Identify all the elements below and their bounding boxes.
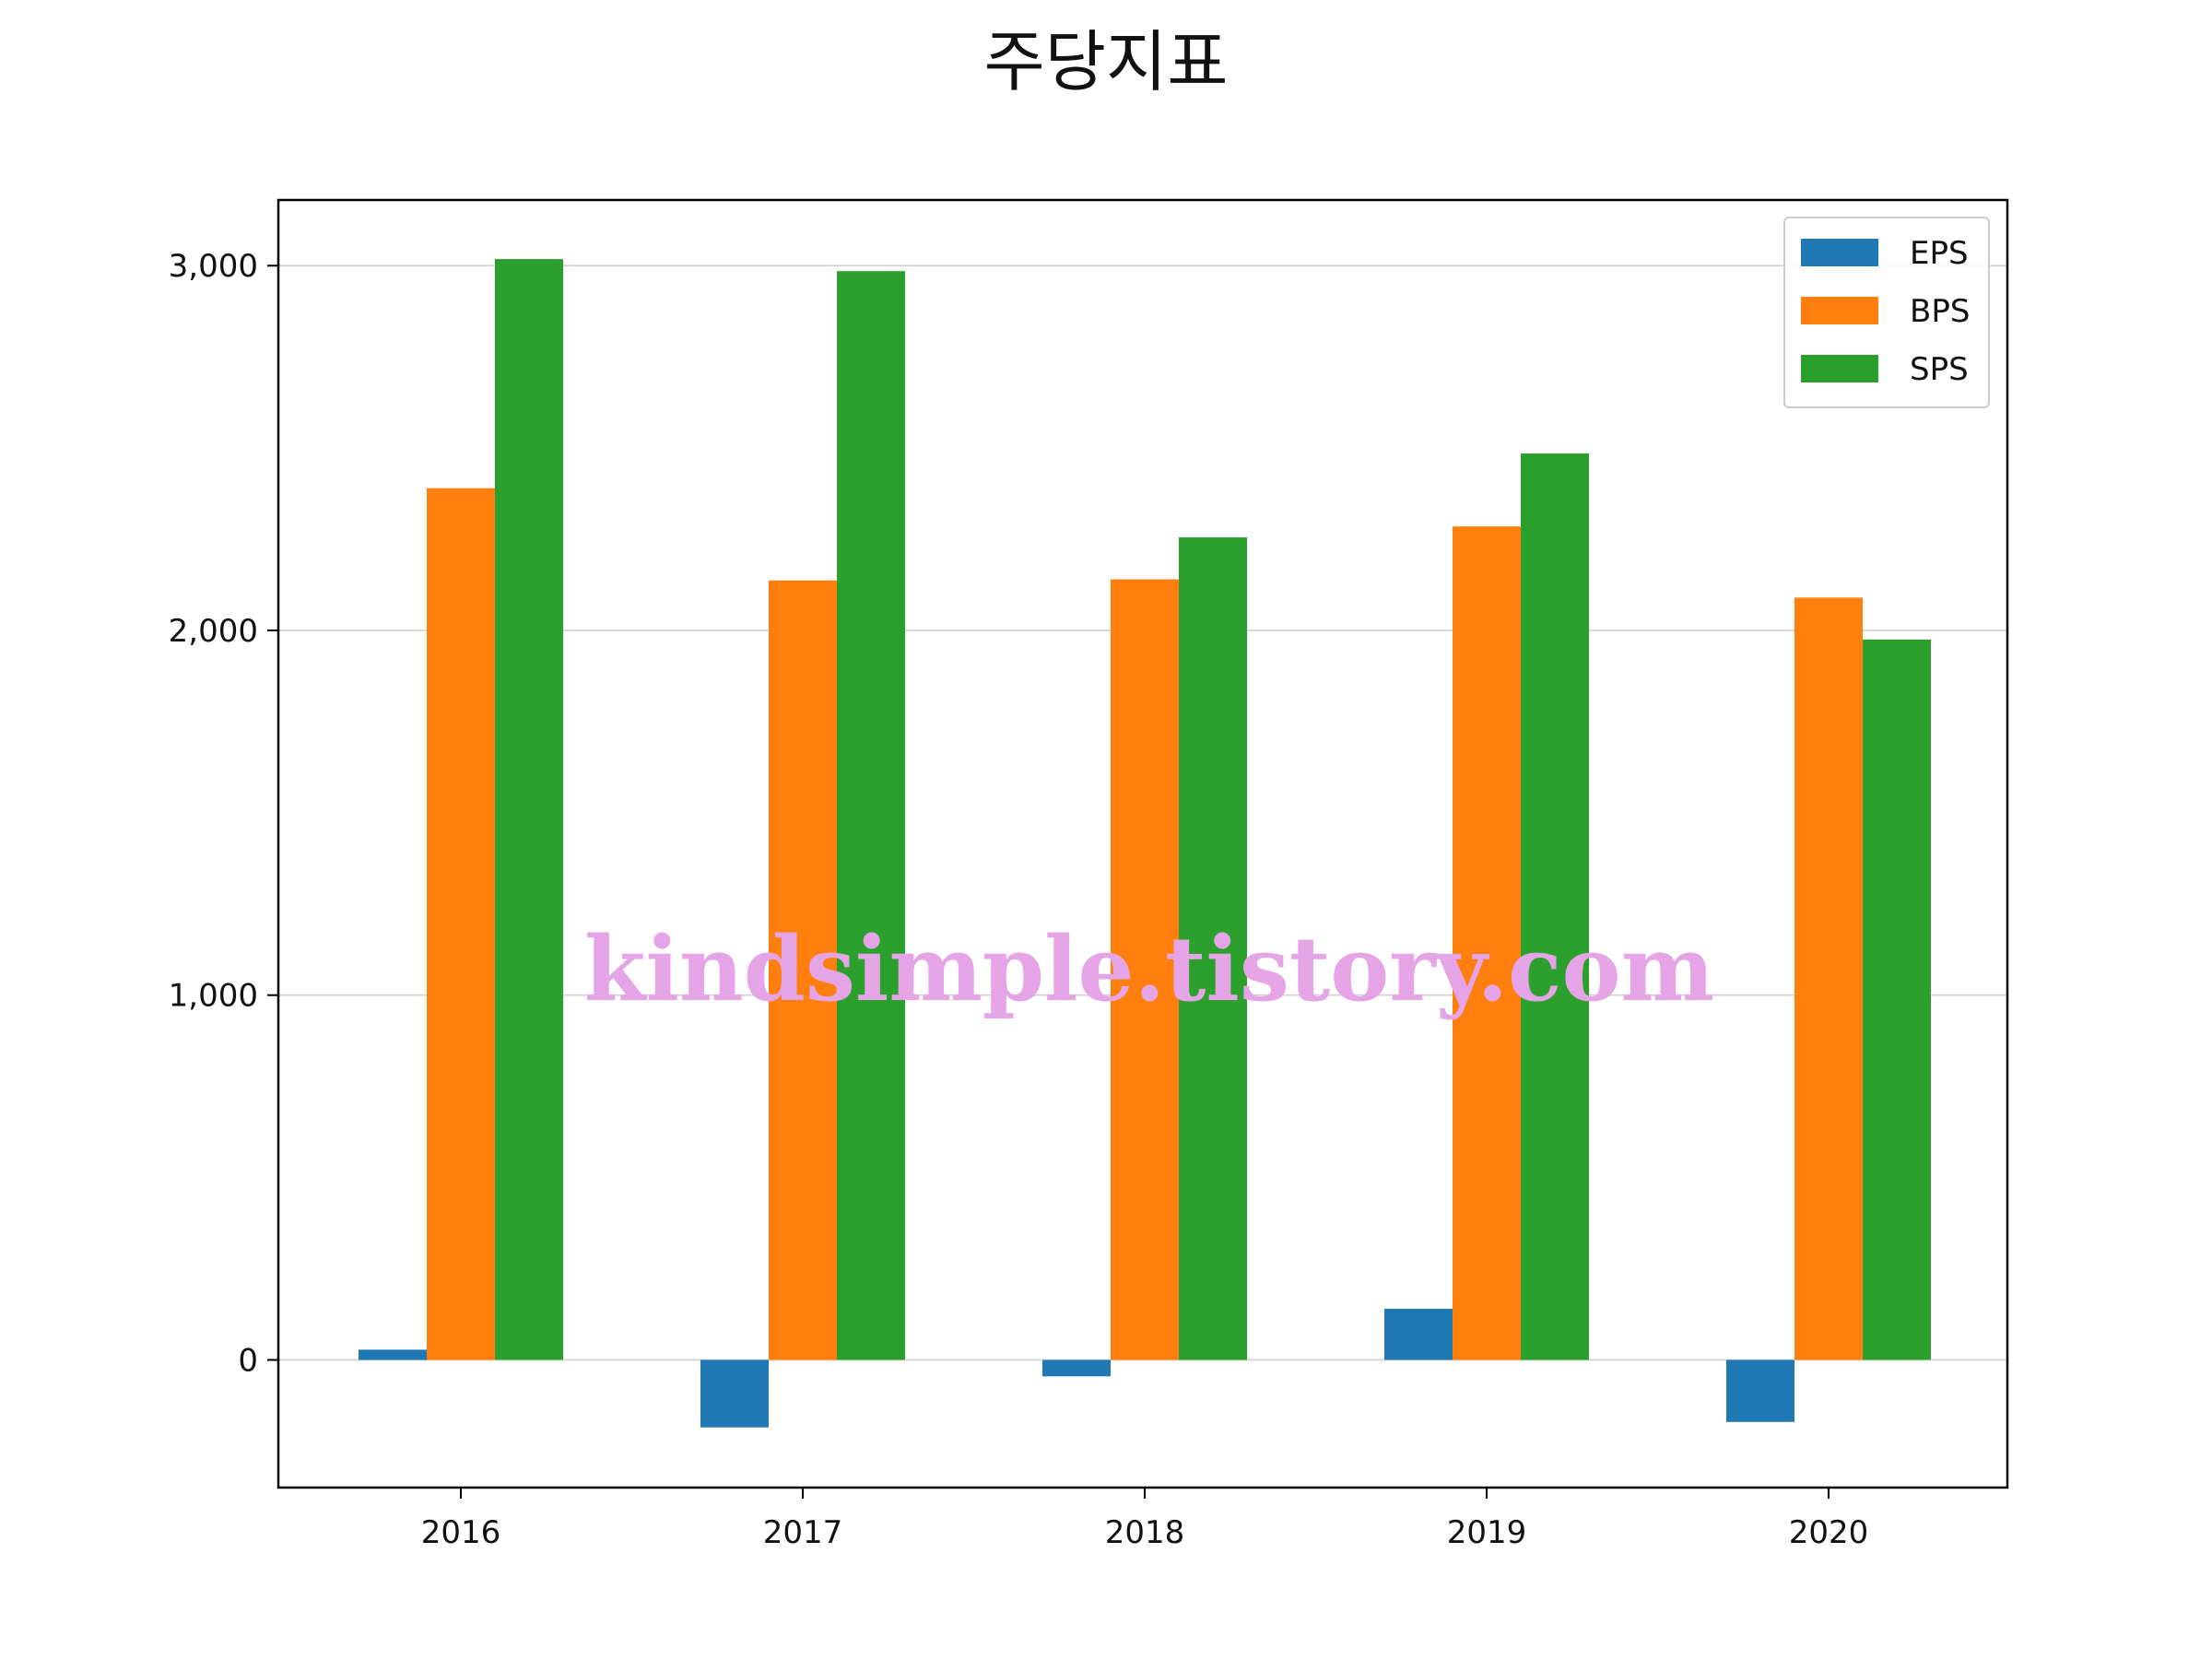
bar-sps-2020: [1863, 639, 1931, 1360]
bar-eps-2017: [700, 1359, 769, 1428]
bar-bps-2020: [1794, 597, 1863, 1360]
x-tick-label: 2020: [1789, 1514, 1869, 1551]
legend-label-eps: EPS: [1910, 235, 1969, 272]
bar-sps-2016: [495, 259, 563, 1360]
legend-swatch-eps: [1801, 239, 1878, 266]
y-tick-label: 2,000: [169, 613, 258, 650]
x-tick-label: 2016: [421, 1514, 501, 1551]
chart-title: 주당지표: [984, 23, 1229, 100]
bar-eps-2019: [1384, 1309, 1453, 1360]
watermark: kindsimple.tistory.com: [584, 917, 1714, 1021]
legend-swatch-sps: [1801, 355, 1878, 382]
bar-bps-2016: [427, 488, 495, 1360]
y-tick-label: 0: [238, 1342, 258, 1379]
legend-label-sps: SPS: [1910, 351, 1969, 388]
bar-sps-2019: [1521, 453, 1589, 1360]
x-tick-label: 2018: [1105, 1514, 1185, 1551]
bar-bps-2017: [769, 580, 837, 1360]
watermark-text: kindsimple.tistory.com: [584, 917, 1714, 1021]
bar-bps-2019: [1453, 526, 1521, 1360]
y-tick-label: 3,000: [169, 248, 258, 285]
x-tick-label: 2019: [1447, 1514, 1527, 1551]
bar-eps-2016: [359, 1349, 427, 1360]
bar-eps-2018: [1042, 1359, 1111, 1377]
x-tick-label: 2017: [763, 1514, 843, 1551]
y-tick-label: 1,000: [169, 978, 258, 1015]
bar-bps-2018: [1111, 579, 1179, 1360]
y-axis: 0 1,000 2,000 3,000: [169, 248, 278, 1379]
legend: EPS BPS SPS: [1783, 217, 1990, 408]
bar-sps-2017: [837, 271, 905, 1360]
legend-label-bps: BPS: [1910, 293, 1970, 330]
bar-eps-2020: [1726, 1359, 1794, 1422]
x-axis: 2016 2017 2018 2019 2020: [421, 1488, 1869, 1551]
bar-sps-2018: [1179, 537, 1247, 1360]
bars: [359, 259, 1931, 1428]
axes-frame: [276, 198, 2009, 1489]
legend-swatch-bps: [1801, 297, 1878, 324]
